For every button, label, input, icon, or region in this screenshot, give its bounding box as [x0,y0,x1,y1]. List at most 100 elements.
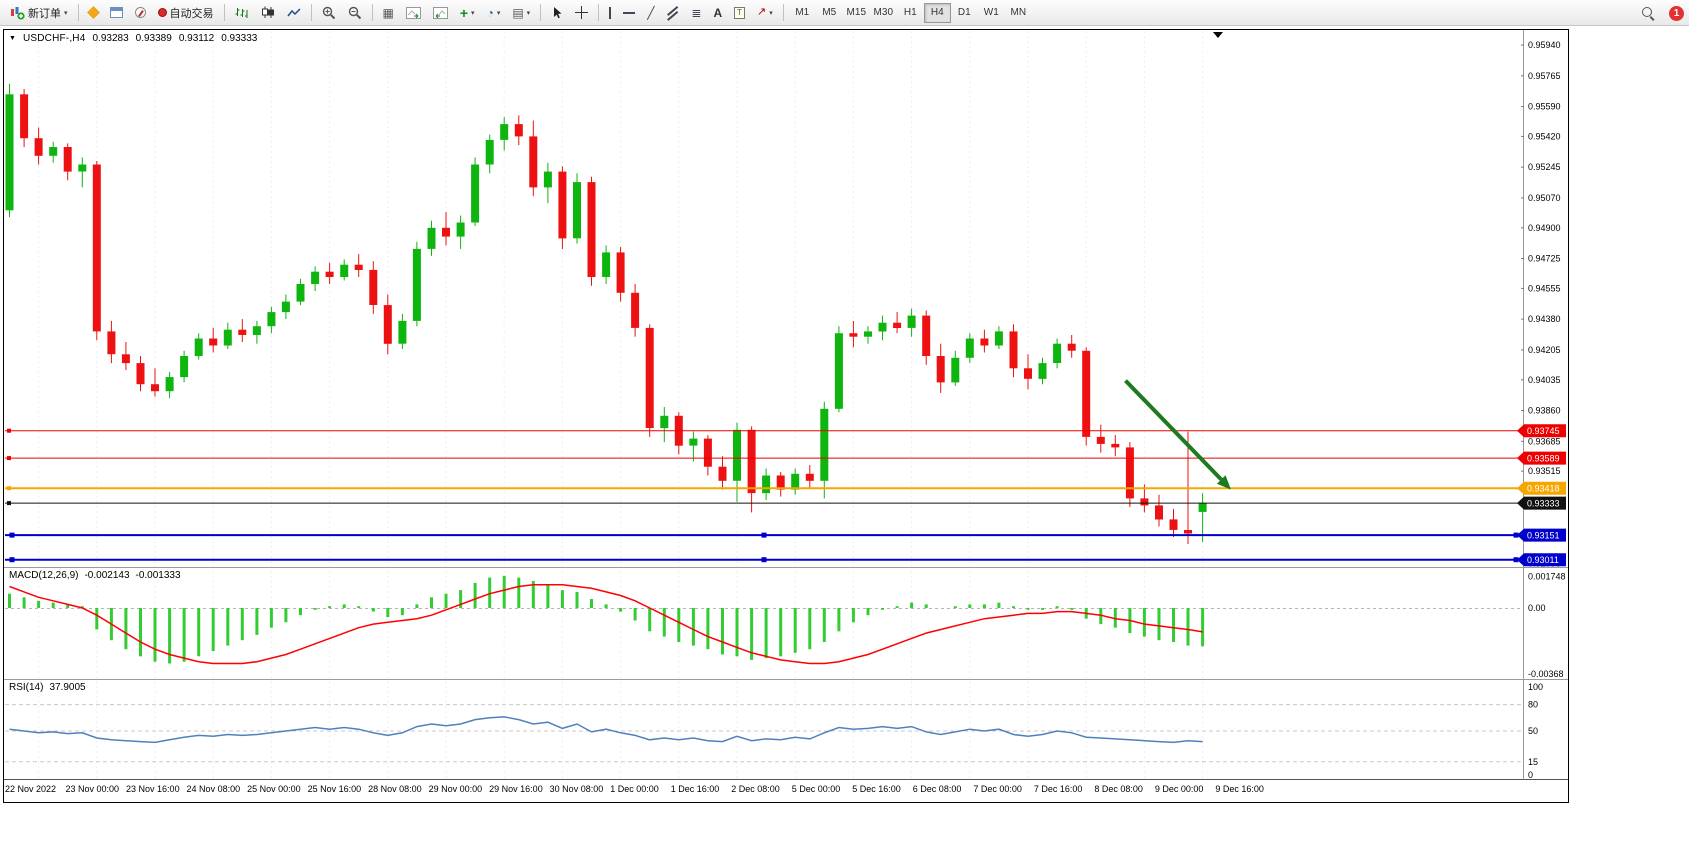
fibonacci-icon: ≣ [691,5,702,20]
price-tick-label: 0.94725 [1528,254,1561,264]
trend-arrow-annotation[interactable] [1124,379,1232,490]
price-low: 0.93112 [178,33,215,44]
price-level-badge [1517,424,1566,438]
auto-trading-status-icon [157,8,167,17]
rsi-tick-label: 100 [1528,682,1543,692]
label-tool-button[interactable]: T [729,3,750,23]
main-toolbar: 新订单 ▾ 自动交易 ▦ + ▾ ◔ ▾ ▤ ▾ ╱ ≣ A [0,0,1689,26]
navigator-button[interactable] [130,3,151,23]
price-tick-label: 0.95070 [1528,193,1561,203]
toolbar-separator [371,4,373,21]
channel-tool-button[interactable] [661,3,684,23]
price-tick-label: 0.95590 [1528,102,1561,112]
toolbar-separator [782,4,784,21]
indicators-button[interactable]: + ▾ [455,3,480,23]
new-order-label: 新订单 [28,7,61,20]
rsi-value: 37.9005 [49,682,86,693]
timeframe-h4-button[interactable]: H4 [923,2,951,23]
price-level-badge-label: 0.93333 [1527,499,1560,509]
horizontal-line-tool-button[interactable] [618,3,640,23]
level-handle[interactable] [7,501,11,506]
level-handle[interactable] [9,557,15,563]
templates-button[interactable]: ▤ ▾ [507,3,535,23]
time-axis: 22 Nov 2022 23 Nov 00:00 23 Nov 16:00 24 No… [5,784,1264,794]
chevron-down-icon: ▾ [64,9,68,17]
level-handle[interactable] [7,456,11,461]
text-tool-button[interactable]: A [708,3,727,23]
level-handle[interactable] [7,428,11,433]
price-axis: 0.95940 0.95765 0.95590 0.95420 0.95245 0.950… [1521,40,1566,780]
cursor-icon [554,7,562,19]
price-level-badge-label: 0.93151 [1527,531,1560,541]
auto-scroll-button[interactable] [401,3,426,23]
price-tick-label: 0.93860 [1528,406,1561,416]
level-handle[interactable] [1513,532,1519,538]
chart-window: 0.95940 0.95765 0.95590 0.95420 0.95245 0.950… [3,29,1569,803]
auto-trading-button[interactable]: 自动交易 [153,3,219,23]
chart-shift-button[interactable] [428,3,453,23]
symbol-timeframe-label: USDCHF-,H4 [22,33,86,44]
crosshair-icon [575,6,589,19]
chart-canvas[interactable]: 0.95940 0.95765 0.95590 0.95420 0.95245 0.950… [4,30,1568,802]
toolbar-separator [77,4,79,21]
level-handle[interactable] [761,557,767,563]
timeframe-d1-button[interactable]: D1 [951,3,978,23]
zoom-in-button[interactable] [317,3,341,23]
scroll-marker-icon [1213,32,1223,38]
chart-header: ▼ USDCHF-,H4 0.93283 0.93389 0.93112 0.9… [9,33,257,44]
fibonacci-tool-button[interactable]: ≣ [686,3,706,23]
level-handle[interactable] [761,532,767,538]
timeframe-m1-button[interactable]: M1 [789,3,816,23]
level-handle[interactable] [9,532,15,538]
auto-trading-label: 自动交易 [169,7,214,20]
search-icon [1641,6,1656,21]
macd-tick-label: 0.00 [1528,603,1546,613]
chart-line-button[interactable] [282,3,306,23]
data-window-button[interactable] [105,3,128,23]
price-level-badge-label: 0.93745 [1527,426,1560,436]
timeframe-w1-button[interactable]: W1 [978,3,1005,23]
time-axis-label: 28 Nov 08:00 [368,784,422,794]
new-order-button[interactable]: 新订单 ▾ [5,3,73,23]
time-axis-label: 22 Nov 2022 [5,784,56,794]
level-handle[interactable] [1513,557,1519,563]
time-axis-label: 2 Dec 08:00 [731,784,780,794]
new-order-icon [11,6,25,20]
level-handle[interactable] [7,486,11,491]
search-button[interactable] [1636,3,1661,23]
trendline-icon: ╱ [647,5,655,20]
rsi-name: RSI(14) [9,682,44,693]
vertical-line-tool-button[interactable] [604,3,616,23]
trendline-tool-button[interactable]: ╱ [642,3,659,23]
price-tick-label: 0.95420 [1528,131,1561,141]
timeframe-m5-button[interactable]: M5 [816,3,843,23]
window-menu-icon[interactable]: ▼ [9,35,16,42]
timeframe-m15-button[interactable]: M15 [843,3,870,23]
crosshair-button[interactable] [570,3,593,23]
candlestick-chart-icon [261,6,274,18]
price-high: 0.93389 [135,33,172,44]
arrows-tool-button[interactable]: ↗ ▾ [752,3,778,23]
macd-value-signal: -0.001333 [135,570,181,581]
tile-windows-button[interactable]: ▦ [378,3,399,23]
chart-bars-button[interactable] [230,3,254,23]
macd-histogram [8,575,1205,664]
zoom-out-button[interactable] [343,3,367,23]
notification-badge[interactable]: 1 [1669,5,1684,21]
timeframe-m30-button[interactable]: M30 [870,3,897,23]
chart-candles-button[interactable] [256,3,280,23]
periods-button[interactable]: ◔ ▾ [482,3,506,23]
timeframe-h1-button[interactable]: H1 [897,3,924,23]
line-chart-icon [286,7,301,16]
price-tick-label: 0.94555 [1528,283,1561,293]
market-watch-button[interactable] [84,3,103,23]
cursor-button[interactable] [546,3,568,23]
zoom-in-icon [322,6,335,19]
time-axis-label: 9 Dec 00:00 [1155,784,1204,794]
channel-icon [666,6,679,19]
rsi-tick-label: 15 [1528,757,1538,767]
timeframe-mn-button[interactable]: MN [1005,3,1032,23]
rsi-tick-label: 50 [1528,726,1538,736]
time-axis-label: 7 Dec 00:00 [973,784,1022,794]
rsi-tick-label: 80 [1528,700,1538,710]
